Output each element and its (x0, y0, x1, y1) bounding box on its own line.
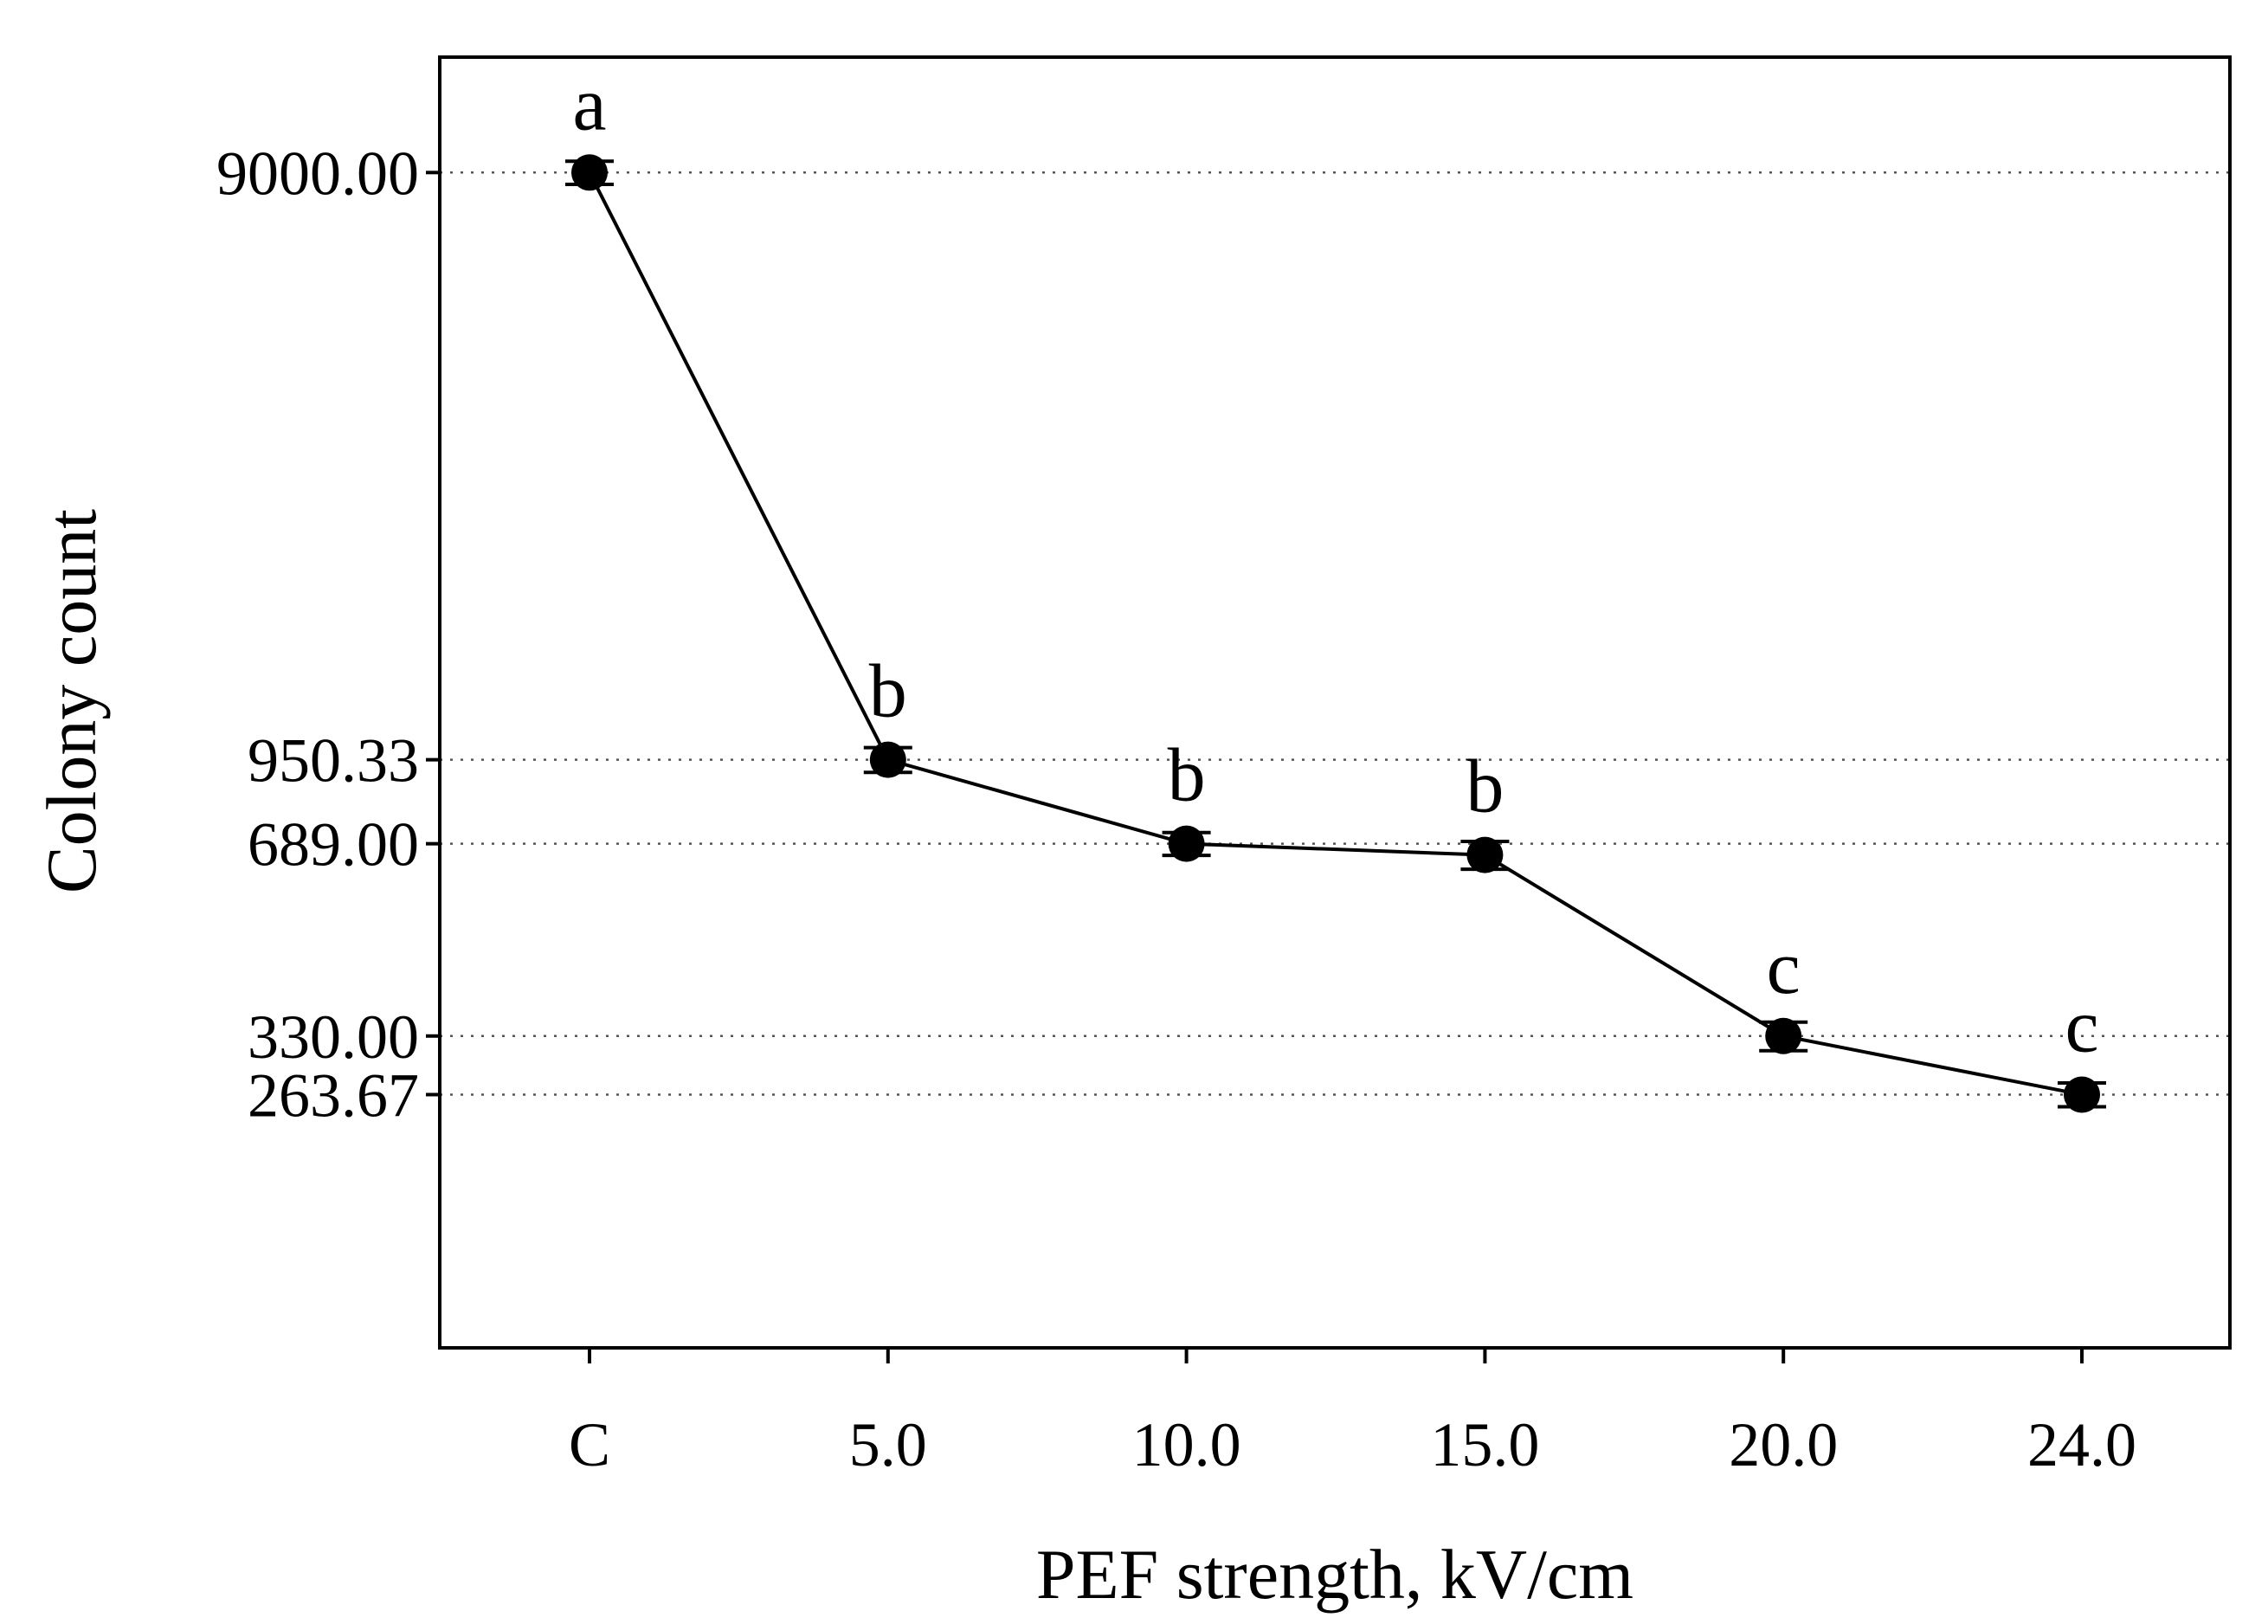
x-tick-label: 20.0 (1729, 1410, 1838, 1479)
x-axis-title: PEF strength, kV/cm (1036, 1535, 1633, 1614)
significance-letter: c (1767, 926, 1801, 1010)
x-axis-ticks: C 5.0 10.0 15.0 20.0 24.0 (569, 1348, 2136, 1479)
series-group: a b b b c c (565, 62, 2106, 1113)
data-point (1765, 1017, 1802, 1054)
significance-letter: a (572, 62, 606, 146)
x-tick-label: 15.0 (1430, 1410, 1539, 1479)
significance-letter: b (1168, 734, 1206, 818)
y-tick-label: 330.00 (248, 1002, 419, 1072)
x-tick-label: 24.0 (2027, 1410, 2136, 1479)
y-tick-label: 689.00 (248, 810, 419, 880)
data-point (2064, 1076, 2100, 1113)
x-tick-label: 10.0 (1132, 1410, 1241, 1479)
data-point (1466, 836, 1504, 873)
x-tick-label: 5.0 (849, 1410, 927, 1479)
significance-letter: c (2065, 984, 2098, 1068)
data-point (571, 154, 608, 191)
y-tick-label: 950.33 (248, 726, 419, 796)
y-tick-label: 263.67 (248, 1060, 419, 1130)
grid-lines (440, 171, 2230, 1096)
series-line (588, 171, 2083, 1097)
y-tick-label: 9000.00 (216, 139, 419, 208)
significance-letter: b (869, 650, 907, 734)
significance-letter: b (1466, 745, 1504, 829)
plot-area-frame (438, 55, 2232, 1350)
data-point (1168, 825, 1205, 862)
data-point (869, 741, 906, 778)
y-axis-title: Colony count (32, 509, 111, 893)
x-tick-label: C (569, 1410, 610, 1479)
